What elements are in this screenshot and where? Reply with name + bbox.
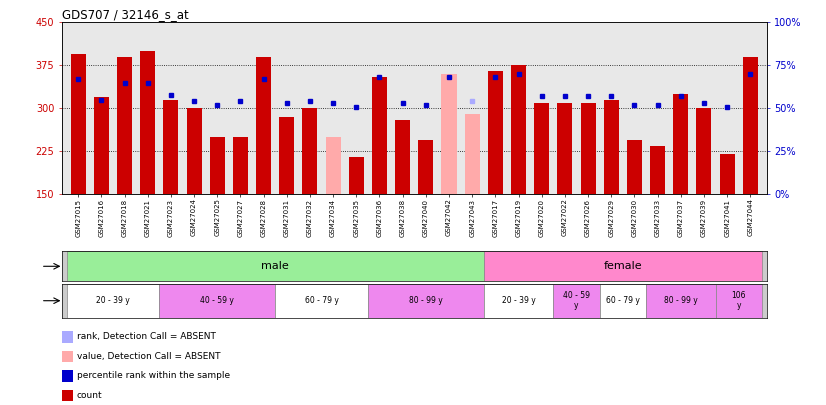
Bar <box>646 284 715 318</box>
Text: 106
y: 106 y <box>732 291 746 310</box>
Bar <box>600 284 646 318</box>
Bar <box>553 284 600 318</box>
Bar <box>534 102 549 194</box>
Bar <box>441 74 457 194</box>
Bar <box>581 102 596 194</box>
Bar <box>418 140 434 194</box>
Text: 40 - 59 y: 40 - 59 y <box>200 296 235 305</box>
Bar <box>67 251 484 281</box>
Bar <box>719 154 734 194</box>
Bar <box>650 146 665 194</box>
Bar <box>368 284 484 318</box>
Text: percentile rank within the sample: percentile rank within the sample <box>77 371 230 380</box>
Bar <box>465 114 480 194</box>
Text: 20 - 39 y: 20 - 39 y <box>96 296 130 305</box>
Bar <box>696 108 711 194</box>
Text: 40 - 59
y: 40 - 59 y <box>563 291 590 310</box>
Bar <box>275 284 368 318</box>
Bar <box>279 117 294 194</box>
Bar <box>233 137 248 194</box>
Bar <box>488 71 503 194</box>
Bar <box>210 137 225 194</box>
Bar <box>325 137 340 194</box>
Text: female: female <box>604 261 642 271</box>
Bar <box>94 97 109 194</box>
Bar <box>372 77 387 194</box>
Text: GDS707 / 32146_s_at: GDS707 / 32146_s_at <box>62 8 188 21</box>
Text: 80 - 99 y: 80 - 99 y <box>664 296 698 305</box>
Bar <box>627 140 642 194</box>
Bar <box>395 120 411 194</box>
Bar <box>187 108 202 194</box>
Bar <box>484 251 762 281</box>
Text: 60 - 79 y: 60 - 79 y <box>305 296 339 305</box>
Text: rank, Detection Call = ABSENT: rank, Detection Call = ABSENT <box>77 333 216 341</box>
Bar <box>558 102 572 194</box>
Bar <box>484 284 553 318</box>
Bar <box>140 51 155 194</box>
Bar <box>349 157 363 194</box>
Bar <box>302 108 317 194</box>
Bar <box>604 100 619 194</box>
Text: value, Detection Call = ABSENT: value, Detection Call = ABSENT <box>77 352 221 361</box>
Bar <box>67 284 159 318</box>
Text: 60 - 79 y: 60 - 79 y <box>606 296 640 305</box>
Bar <box>256 57 271 194</box>
Bar <box>743 57 757 194</box>
Text: 80 - 99 y: 80 - 99 y <box>409 296 443 305</box>
Bar <box>673 94 688 194</box>
Bar <box>164 100 178 194</box>
Bar <box>71 54 86 194</box>
Bar <box>511 65 526 194</box>
Text: 20 - 39 y: 20 - 39 y <box>501 296 535 305</box>
Bar <box>117 57 132 194</box>
Text: count: count <box>77 391 102 400</box>
Bar <box>159 284 275 318</box>
Text: male: male <box>261 261 289 271</box>
Bar <box>715 284 762 318</box>
